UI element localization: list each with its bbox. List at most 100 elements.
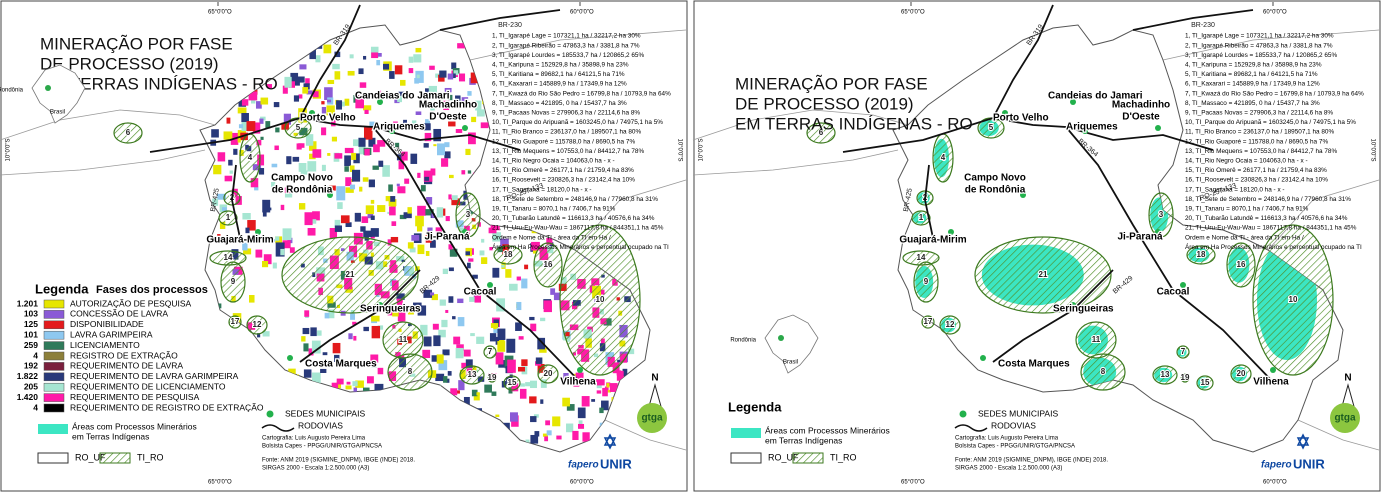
- mining-process: [458, 73, 466, 82]
- mining-process: [390, 201, 397, 207]
- mining-process: [599, 407, 604, 414]
- mining-process: [344, 98, 350, 106]
- mining-process: [602, 387, 608, 397]
- mining-process: [509, 283, 518, 291]
- mining-process: [582, 432, 590, 442]
- mining-process: [299, 64, 307, 70]
- mining-process: [366, 376, 374, 384]
- mining-process: [499, 338, 505, 344]
- mining-process: [327, 79, 335, 85]
- mining-process: [463, 396, 470, 405]
- ti-list-item: 1, TI_Igarapé Lage = 107321,1 ha / 32217…: [1185, 33, 1334, 40]
- legend-label: TI_RO: [830, 452, 857, 462]
- ti-list-item: 15, TI_Rio Omerê = 26177,1 ha / 21759,4 …: [492, 167, 634, 174]
- phase-label: REQUERIMENTO DE LAVRA GARIMPEIRA: [70, 371, 239, 381]
- city-seat: [389, 128, 395, 134]
- mining-process: [474, 295, 482, 303]
- mining-process: [293, 95, 300, 102]
- phase-swatch: [43, 372, 65, 382]
- mining-process: [480, 122, 489, 129]
- city-seat: [377, 99, 383, 105]
- mining-process: [455, 347, 464, 359]
- mining-process: [307, 161, 317, 172]
- ti-number: 19: [488, 373, 497, 382]
- mining-process: [444, 151, 451, 159]
- mining-process: [217, 303, 222, 309]
- legend-title: Legenda: [728, 399, 782, 414]
- mining-process: [433, 128, 442, 142]
- map-title: MINERAÇÃO POR FASE: [735, 74, 928, 93]
- mining-process: [250, 178, 259, 188]
- mining-process: [616, 370, 624, 381]
- mining-process: [241, 99, 249, 106]
- legend-area-swatch: [38, 424, 68, 434]
- mining-process: [533, 414, 539, 418]
- logo: UNIR: [600, 456, 632, 471]
- ti-list-item: 9, TI_Pacaas Novas = 279906,3 ha / 22114…: [1185, 109, 1333, 116]
- indigenous-land: [533, 242, 563, 288]
- mining-process: [461, 100, 469, 106]
- mining-process: [529, 316, 535, 321]
- mining-process: [308, 141, 317, 151]
- mining-process: [246, 121, 256, 132]
- mining-process: [271, 181, 276, 187]
- mining-process: [256, 139, 262, 146]
- city-seat: [1270, 367, 1276, 373]
- mining-process: [506, 338, 516, 353]
- mining-process: [363, 326, 369, 332]
- mining-process: [447, 371, 452, 376]
- mining-process: [345, 222, 352, 228]
- mining-process: [444, 87, 452, 93]
- mining-process: [445, 309, 449, 313]
- ti-list-item: Ordem e Nome da TI - área da TI em Ha /: [492, 234, 611, 241]
- mining-process: [415, 111, 422, 115]
- ti-list-item: 13, TI_Rio Mequens = 107553,0 ha / 84412…: [492, 148, 644, 155]
- ti-list-item: 5, TI_Karitiana = 89682,1 ha / 64121,5 h…: [1185, 71, 1318, 78]
- indigenous-land: [459, 365, 485, 385]
- mining-process: [312, 372, 321, 384]
- mining-process: [213, 164, 222, 175]
- mining-process: [332, 342, 341, 354]
- ti-number: 4: [248, 153, 253, 162]
- mining-process: [430, 105, 435, 111]
- city-seat: [1002, 110, 1008, 116]
- phase-label: LAVRA GARIMPEIRA: [70, 329, 153, 339]
- mining-process: [312, 219, 317, 224]
- mining-process: [577, 423, 585, 429]
- indigenous-land: [113, 122, 143, 144]
- inset-label: Brasil: [783, 360, 798, 366]
- city-label: Campo Novo: [271, 173, 333, 184]
- ti-number: 21: [346, 270, 355, 279]
- mining-process: [489, 333, 497, 342]
- legend-subtitle: Fases dos processos: [96, 284, 208, 296]
- mining-process: [377, 205, 386, 212]
- mining-process: [354, 212, 361, 222]
- mining-process: [436, 207, 444, 218]
- ti-number: 11: [399, 335, 408, 344]
- city-seat: [1180, 282, 1186, 288]
- ti-list-item: 19, TI_Tanaru = 8070,1 ha / 7406,7 ha 91…: [492, 205, 616, 212]
- mining-process: [488, 227, 497, 234]
- indigenous-land: [246, 315, 268, 335]
- ti-list-item: 16, TI_Roosevelt = 230826,3 ha / 23142,4…: [1185, 177, 1328, 184]
- ti-number: 9: [924, 277, 929, 286]
- mining-process: [377, 90, 382, 94]
- ti-number: 14: [917, 253, 926, 262]
- ti-number: 13: [468, 370, 477, 379]
- mining-process: [257, 333, 261, 338]
- mining-process: [448, 296, 454, 303]
- mining-process: [327, 153, 331, 156]
- mining-process: [435, 227, 442, 236]
- ti-number: 8: [408, 367, 413, 376]
- mining-process: [622, 368, 628, 377]
- mining-process: [315, 55, 321, 63]
- mining-process: [461, 362, 466, 369]
- mining-process: [334, 51, 341, 58]
- mining-process: [515, 322, 522, 331]
- city-label: D'Oeste: [1122, 112, 1160, 123]
- mining-process: [394, 65, 403, 75]
- ti-number: 12: [946, 320, 955, 329]
- mining-process: [394, 99, 400, 104]
- inset-label: Brasil: [50, 110, 65, 116]
- legend-ti-swatch: [792, 452, 824, 464]
